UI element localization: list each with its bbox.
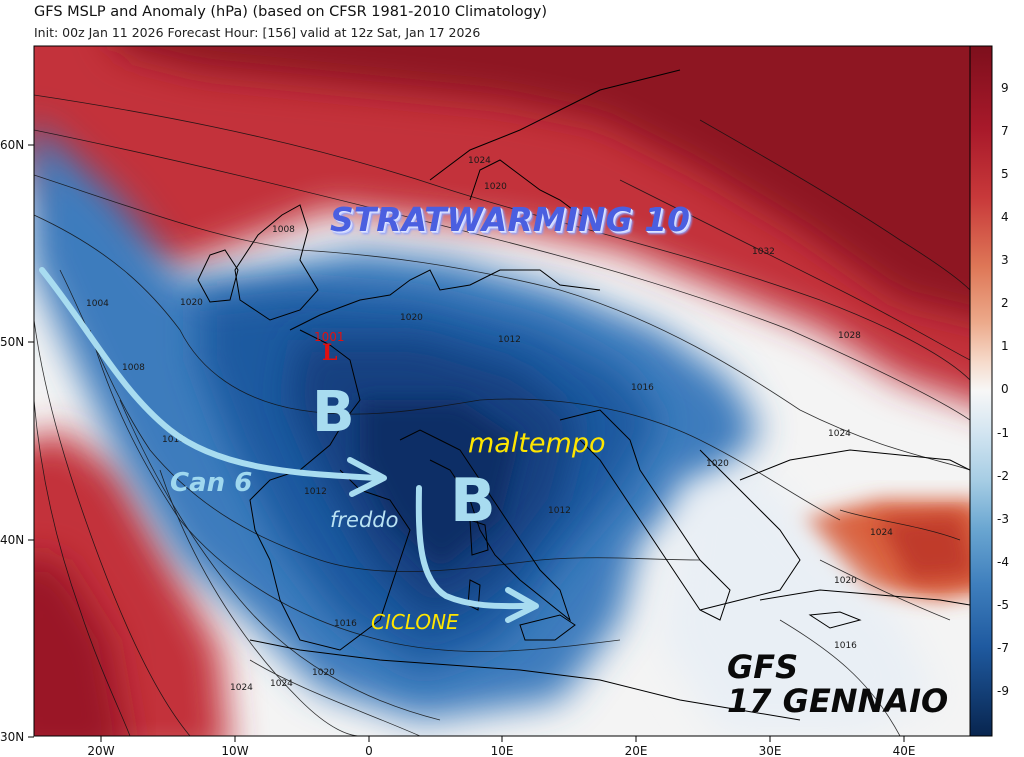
svg-text:1004: 1004 [86,299,109,309]
colorbar-label: -5 [997,598,1009,612]
latitude-axis: 30N 40N 50N 60N [0,138,34,744]
maltempo-label: maltempo [468,428,606,459]
svg-text:1016: 1016 [834,641,857,651]
low-pressure-value: 1001 [314,330,345,344]
isobars [34,94,970,736]
colorbar-labels: 9 7 5 4 3 2 1 0 -1 -2 -3 -4 -5 -7 -9 [997,81,1009,698]
ciclone-label: CICLONE [371,610,459,634]
svg-text:1024: 1024 [828,429,851,439]
svg-text:1012: 1012 [498,335,521,345]
svg-text:1008: 1008 [122,363,145,373]
colorbar-label: 1 [1001,339,1009,353]
low-pressure-marker: L [322,340,338,366]
coastlines [197,69,970,721]
longitude-axis: 20W 10W 0 10E 20E 30E 40E [87,736,915,757]
lat-tick-label: 40N [0,533,24,547]
svg-text:1016: 1016 [631,383,654,393]
colorbar-label: -7 [997,641,1009,655]
svg-text:1032: 1032 [752,247,775,257]
arrow-can6-head [347,457,387,497]
lat-tick-label: 30N [0,730,24,744]
annotation-arrows [39,267,539,623]
svg-text:1012: 1012 [304,487,327,497]
chart-title: GFS MSLP and Anomaly (hPa) (based on CFS… [34,4,548,20]
lon-tick-label: 30E [759,744,782,757]
colorbar-label: -4 [997,555,1009,569]
colorbar-label: 3 [1001,253,1009,267]
gfs-label-line2: 17 GENNAIO [727,682,949,720]
svg-text:1020: 1020 [834,576,857,586]
lon-tick-label: 20E [625,744,648,757]
colorbar-label: -2 [997,469,1009,483]
colorbar-label: 2 [1001,296,1009,310]
svg-text:1024: 1024 [870,528,893,538]
svg-text:1008: 1008 [272,225,295,235]
lon-tick-label: 10W [221,744,248,757]
colorbar-label: 0 [1001,382,1009,396]
svg-text:1016: 1016 [162,435,185,445]
colorbar-label: 7 [1001,124,1009,138]
colorbar: 9 7 5 4 3 2 1 0 -1 -2 -3 -4 -5 -7 -9 [969,45,1009,737]
arrow-ciclone-head [505,587,539,623]
lat-tick-label: 60N [0,138,24,152]
svg-text:1012: 1012 [548,506,571,516]
svg-text:1024: 1024 [270,679,293,689]
colorbar-label: 4 [1001,210,1009,224]
colorbar-label: -9 [997,684,1009,698]
low-b-south: B [450,466,496,536]
colorbar-gradient [969,45,993,737]
lat-tick-label: 50N [0,335,24,349]
stratwarming-label: STRATWARMING 10 [330,200,690,239]
lon-tick-label: 0 [365,744,373,757]
can6-label: Can 6 [170,468,253,498]
lon-tick-label: 40E [893,744,916,757]
lon-tick-label: 20W [87,744,114,757]
isobar-labels: 1008 1004 1008 1012 1012 1012 1016 1016 … [86,156,893,693]
svg-text:1020: 1020 [180,298,203,308]
colorbar-label: 9 [1001,81,1009,95]
svg-text:1020: 1020 [400,313,423,323]
svg-text:1020: 1020 [484,182,507,192]
gfs-date-label: GFS 17 GENNAIO [727,650,948,718]
svg-text:1024: 1024 [230,683,253,693]
svg-text:1024: 1024 [468,156,491,166]
arrow-ciclone [415,485,535,610]
low-b-north: B [312,380,355,445]
chart-subtitle: Init: 00z Jan 11 2026 Forecast Hour: [15… [34,25,481,40]
freddo-label: freddo [330,508,399,532]
gfs-label-line1: GFS [727,648,799,686]
svg-text:1028: 1028 [838,331,861,341]
svg-text:1020: 1020 [312,668,335,678]
svg-text:1016: 1016 [334,619,357,629]
svg-text:1020: 1020 [706,459,729,469]
colorbar-label: -1 [997,426,1009,440]
colorbar-label: -3 [997,512,1009,526]
lon-tick-label: 10E [491,744,514,757]
colorbar-label: 5 [1001,167,1009,181]
arrow-can6 [39,267,381,481]
